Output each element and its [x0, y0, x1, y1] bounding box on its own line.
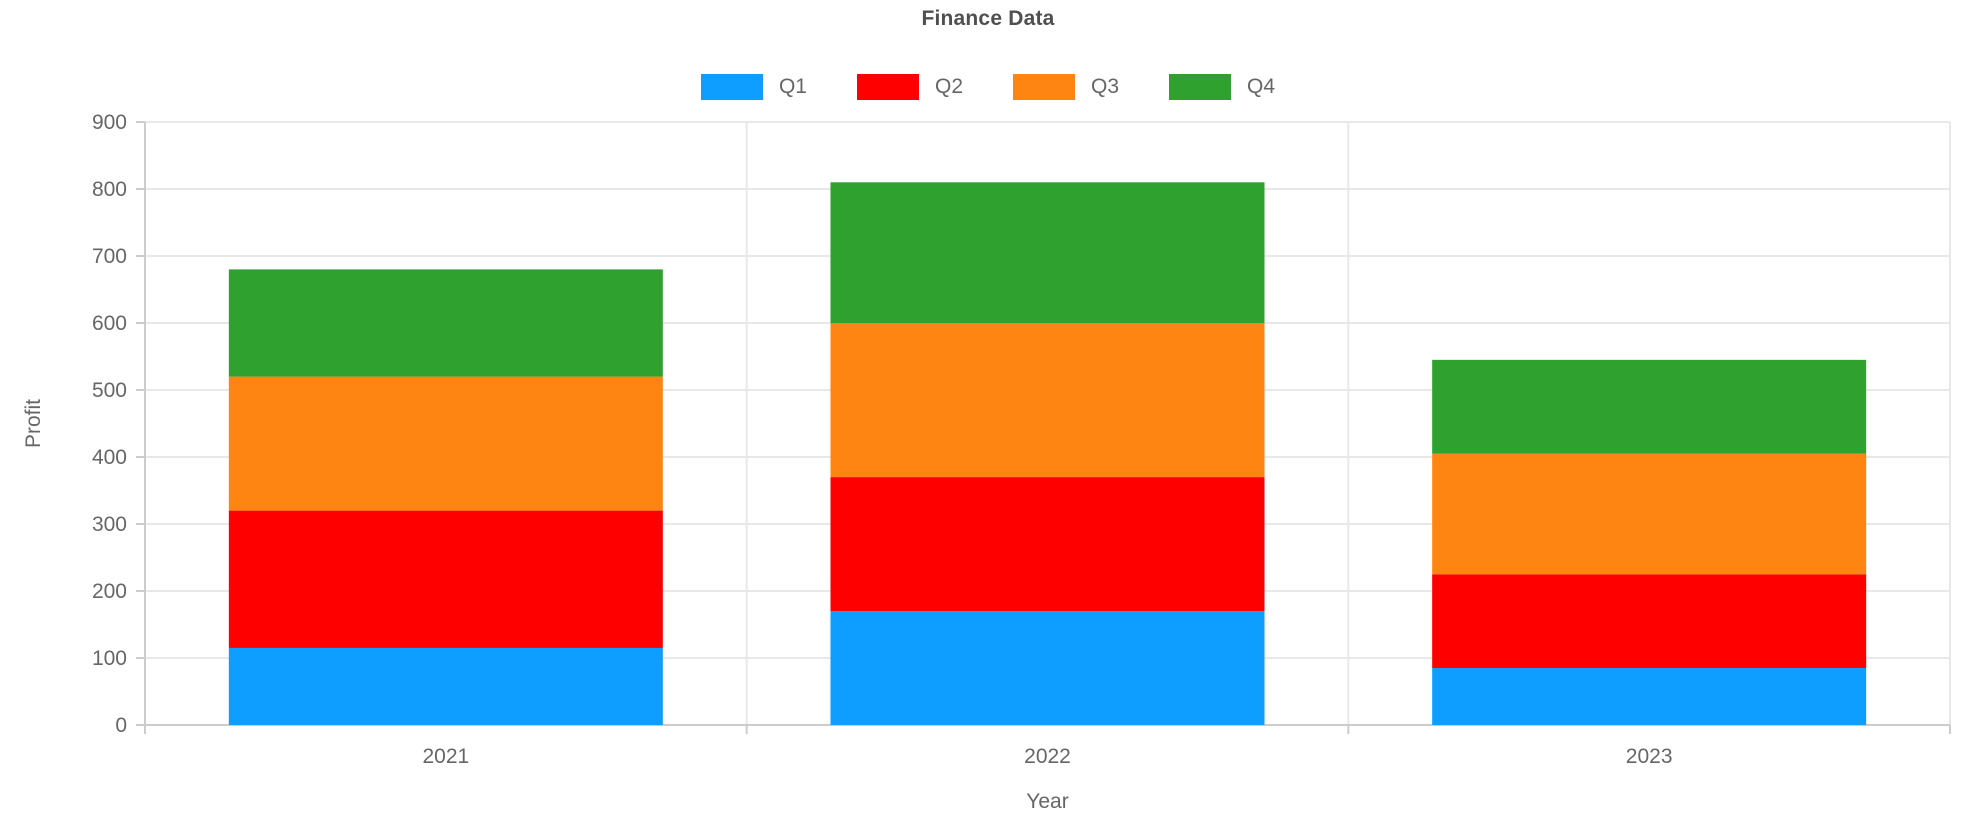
x-tick-label: 2022: [1024, 745, 1071, 768]
bar-segment-2022-Q1[interactable]: [830, 611, 1265, 725]
legend-swatch-Q1: [700, 74, 763, 100]
bar-segment-2022-Q2[interactable]: [830, 477, 1265, 612]
y-tick-label: 500: [92, 379, 127, 402]
bar-segment-2023-Q1[interactable]: [1432, 668, 1867, 725]
y-tick-label: 600: [92, 312, 127, 335]
legend-item-Q4[interactable]: Q4: [1169, 74, 1275, 100]
legend-label: Q2: [934, 75, 963, 98]
legend-swatch-Q2: [856, 74, 919, 100]
bar-segment-2023-Q3[interactable]: [1432, 453, 1867, 575]
y-axis-title: Profit: [22, 399, 45, 448]
x-tick-label: 2021: [422, 745, 469, 768]
y-tick-label: 800: [92, 178, 127, 201]
y-tick-label: 900: [92, 111, 127, 134]
bar-segment-2021-Q1[interactable]: [228, 647, 663, 725]
legend-item-Q3[interactable]: Q3: [1013, 74, 1119, 100]
y-tick-label: 300: [92, 513, 127, 536]
y-tick-label: 400: [92, 446, 127, 469]
y-tick-label: 0: [115, 714, 127, 737]
legend-label: Q1: [778, 75, 807, 98]
legend-item-Q2[interactable]: Q2: [856, 74, 963, 100]
bar-segment-2021-Q3[interactable]: [228, 376, 663, 511]
legend-swatch-Q4: [1169, 74, 1232, 100]
bar-segment-2022-Q4[interactable]: [830, 182, 1265, 323]
bar-segment-2023-Q4[interactable]: [1432, 359, 1867, 454]
bar-segment-2021-Q4[interactable]: [228, 269, 663, 377]
bar-segment-2021-Q2[interactable]: [228, 510, 663, 648]
bar-segment-2022-Q3[interactable]: [830, 323, 1265, 478]
bar-segment-2023-Q2[interactable]: [1432, 574, 1867, 669]
y-tick-label: 700: [92, 245, 127, 268]
chart-legend: Q1 Q2 Q3 Q4: [0, 74, 1976, 100]
chart-title: Finance Data: [921, 7, 1055, 30]
legend-swatch-Q3: [1013, 74, 1075, 100]
x-tick-label: 2023: [1626, 745, 1673, 768]
legend-label: Q4: [1247, 75, 1276, 98]
legend-item-Q1[interactable]: Q1: [700, 74, 807, 100]
y-tick-label: 200: [92, 580, 127, 603]
y-tick-label: 100: [92, 647, 127, 670]
legend-label: Q3: [1091, 75, 1120, 98]
x-axis-title: Year: [1026, 790, 1068, 813]
